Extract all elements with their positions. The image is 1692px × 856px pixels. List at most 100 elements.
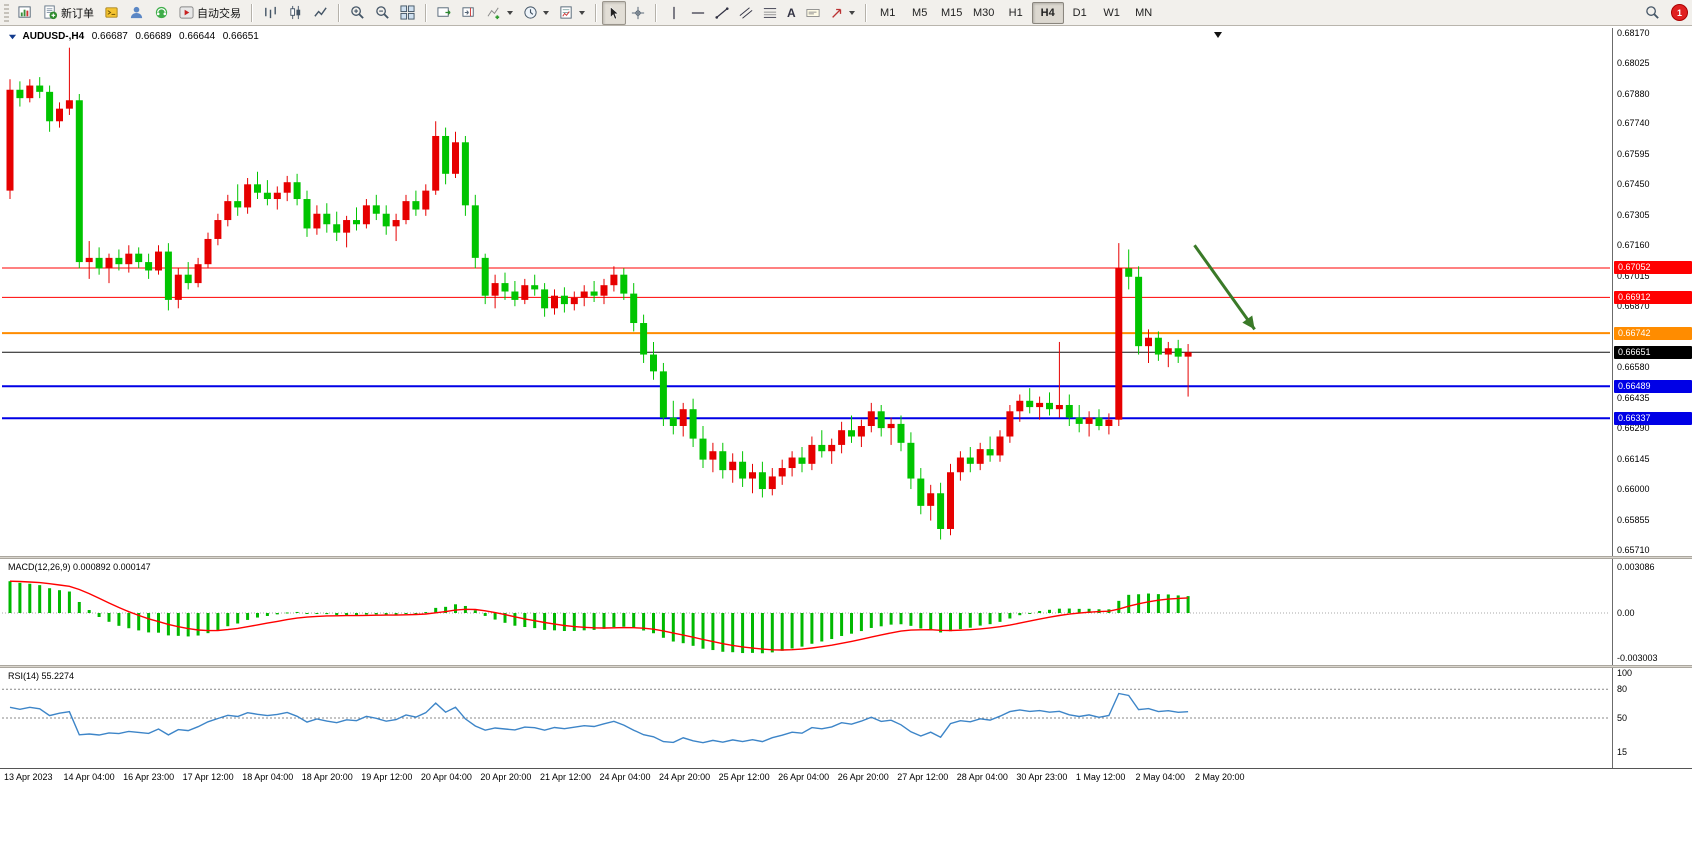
auto-trading-button[interactable]: 自动交易 [174,1,246,25]
zoom-in-icon [351,6,364,19]
equidistant-channel-icon [739,6,753,19]
macd-axis-label: -0.003003 [1617,652,1658,663]
zoom-in-button[interactable] [345,1,370,25]
chart-dropdown-icon[interactable] [1214,32,1222,38]
price-axis-label: 0.67305 [1617,209,1650,220]
time-axis-label: 27 Apr 12:00 [897,772,949,782]
trendline-button[interactable] [710,1,734,25]
timeframe-h1[interactable]: H1 [1008,6,1023,19]
annotation-arrow [1193,244,1256,331]
timeframe-m30[interactable]: M30 [972,6,995,19]
price-axis-label: 0.66290 [1617,423,1650,434]
metaeditor-icon [105,7,118,18]
indicators-icon [487,7,500,20]
fibonacci-button[interactable] [758,1,782,25]
low-value: 0.66644 [179,31,216,42]
search-button[interactable] [1640,1,1665,25]
toolbar-grip[interactable] [4,3,9,22]
macd-axis[interactable]: 0.003086 0.00 -0.003003 [1612,559,1692,665]
timeframe-m5[interactable]: M5 [912,6,928,19]
vertical-line-icon [673,6,675,19]
bar-chart-icon [265,6,276,19]
new-order-button[interactable]: 新订单 [38,1,99,25]
arrows-button[interactable] [825,1,860,25]
timeframe-w1[interactable]: W1 [1103,6,1120,19]
macd-plot[interactable] [2,559,1610,665]
zoom-out-button[interactable] [370,1,395,25]
cursor-button[interactable] [602,0,626,25]
periods-button[interactable] [518,1,554,25]
horizontal-line-icon [691,11,705,14]
templates-caret-icon[interactable] [579,10,585,15]
indicators-caret-icon[interactable] [507,10,513,15]
timeframe-m1[interactable]: M1 [880,6,896,19]
auto-scroll-icon [437,7,451,17]
timeframe-d1[interactable]: D1 [1072,6,1087,19]
templates-button[interactable] [554,1,590,25]
arrows-caret-icon[interactable] [848,10,855,15]
crosshair-icon [631,6,645,19]
mql5-community-icon [155,6,168,19]
vertical-line-button[interactable] [662,1,686,25]
data-window-button[interactable] [124,1,149,25]
zoom-out-icon [376,6,389,19]
price-axis-label: 0.66145 [1617,453,1650,464]
metaeditor-button[interactable] [99,1,124,25]
indicators-button[interactable] [482,1,518,25]
macd-values: 0.000892 0.000147 [73,562,151,572]
price-level-tag: 0.66912 [1614,290,1692,304]
price-axis-label: 0.67595 [1617,148,1650,159]
candlestick-button[interactable] [283,1,308,25]
text-button[interactable]: A [782,1,801,25]
time-axis-label: 18 Apr 04:00 [242,772,294,782]
time-axis-label: 24 Apr 04:00 [599,772,651,782]
chart-shift-button[interactable] [457,1,482,25]
price-axis-label: 0.67880 [1617,88,1650,99]
rsi-plot[interactable] [2,668,1610,768]
timeframe-m15[interactable]: M15 [940,6,963,19]
data-window-icon [130,6,143,19]
auto-scroll-button[interactable] [432,1,457,25]
crosshair-button[interactable] [626,1,650,25]
price-axis-label: 0.66000 [1617,484,1650,495]
time-axis-label: 16 Apr 23:00 [123,772,175,782]
periods-caret-icon[interactable] [543,10,549,15]
notification-badge[interactable]: 1 [1671,4,1688,21]
price-axis-label: 0.66870 [1617,301,1650,312]
expand-triangle-icon[interactable] [8,32,17,41]
macd-splitter[interactable] [0,556,1692,559]
time-axis-label: 17 Apr 12:00 [182,772,234,782]
text-label-button[interactable] [801,1,825,25]
tile-windows-icon [400,5,415,20]
line-chart-button[interactable] [308,1,333,25]
clock-icon [524,6,537,19]
text-label-icon [806,8,820,17]
cursor-icon [610,5,620,19]
rsi-splitter[interactable] [0,665,1692,668]
macd-pane[interactable]: MACD(12,26,9) 0.000892 0.000147 [2,559,1610,665]
bar-chart-button[interactable] [258,1,283,25]
candlestick-icon [290,5,301,20]
horizontal-line-button[interactable] [686,1,710,25]
tile-windows-button[interactable] [395,1,420,25]
timeframe-h4[interactable]: H4 [1031,1,1064,24]
main-chart-pane[interactable]: AUDUSD-,H4 0.66687 0.66689 0.66644 0.666… [2,28,1610,556]
price-axis-label: 0.68170 [1617,28,1650,38]
new-chart-button[interactable] [13,1,38,25]
time-axis-label: 24 Apr 20:00 [659,772,711,782]
mql5-community-button[interactable] [149,1,174,25]
price-axis[interactable]: 0.68170 0.68025 0.67880 0.67740 0.67595 0.674… [1612,28,1692,556]
time-axis-label: 1 May 12:00 [1075,772,1126,782]
time-axis[interactable]: 13 Apr 2023 14 Apr 04:00 16 Apr 23:00 17 Ap… [2,769,1690,789]
timeframe-mn[interactable]: MN [1135,6,1153,19]
time-axis-label: 25 Apr 12:00 [718,772,770,782]
price-axis-label: 0.66435 [1617,392,1650,403]
price-level-tag: 0.66742 [1614,326,1692,340]
candlestick-chart[interactable] [2,28,1610,556]
search-icon [1646,6,1659,19]
rsi-axis[interactable]: 100 80 50 15 [1612,668,1692,768]
equidistant-channel-button[interactable] [734,1,758,25]
rsi-pane[interactable]: RSI(14) 55.2274 [2,668,1610,768]
time-axis-label: 20 Apr 20:00 [480,772,532,782]
